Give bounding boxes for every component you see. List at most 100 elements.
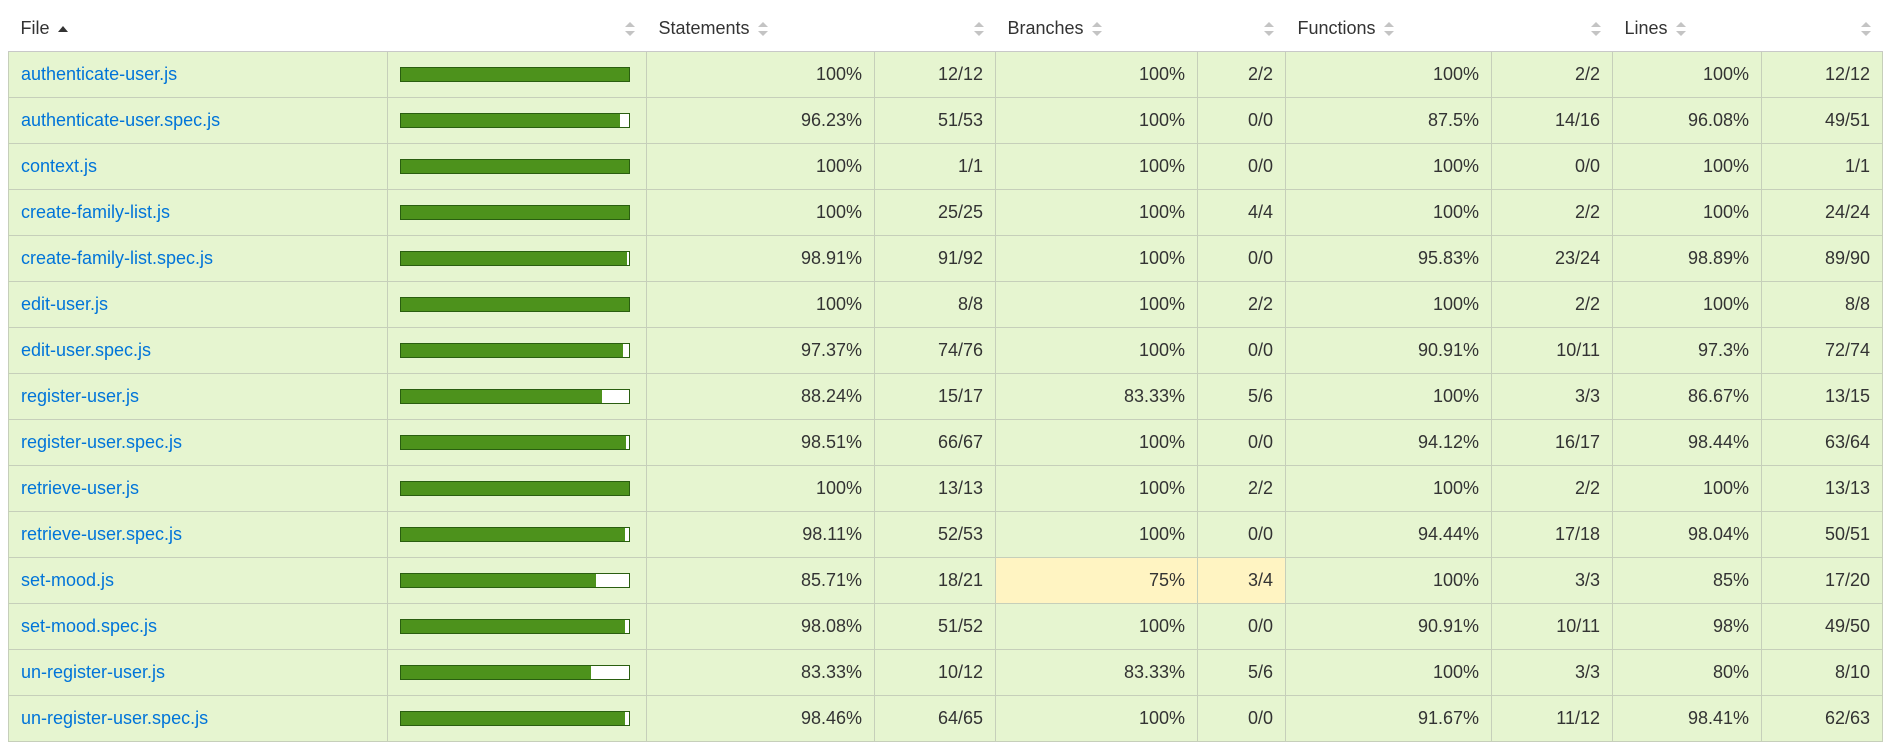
branches-pct: 83.33%: [995, 649, 1198, 696]
functions-pct: 90.91%: [1285, 603, 1492, 650]
file-header-label: File: [20, 18, 50, 38]
lines-count: 13/13: [1761, 465, 1883, 512]
lines-pct: 98.41%: [1612, 695, 1762, 742]
coverage-bar-fill: [401, 620, 625, 633]
statements-pct: 100%: [646, 51, 875, 98]
branches-pct: 100%: [995, 695, 1198, 742]
functions-pct: 94.44%: [1285, 511, 1492, 558]
functions-pct: 100%: [1285, 557, 1492, 604]
functions-pct: 100%: [1285, 189, 1492, 236]
statements-pct: 100%: [646, 465, 875, 512]
file-link[interactable]: register-user.js: [21, 386, 140, 406]
sort-icon[interactable]: [1590, 22, 1601, 36]
statements-pct: 88.24%: [646, 373, 875, 420]
coverage-bar: [400, 435, 630, 450]
lines-pct: 98.04%: [1612, 511, 1762, 558]
table-row: retrieve-user.js 100% 13/13 100% 2/2 100% 2/2 1…: [8, 465, 1883, 512]
table-row: un-register-user.js 83.33% 10/12 83.33% 5/6 1…: [8, 649, 1883, 696]
lines-count-column-header[interactable]: [1761, 6, 1883, 52]
file-link[interactable]: set-mood.spec.js: [21, 616, 158, 636]
table-row: create-family-list.spec.js 98.91% 91/92 100…: [8, 235, 1883, 282]
file-link[interactable]: retrieve-user.js: [21, 478, 140, 498]
functions-pct: 100%: [1285, 373, 1492, 420]
coverage-bar-column-header[interactable]: [387, 6, 647, 52]
functions-count: 2/2: [1491, 189, 1613, 236]
table-row: authenticate-user.js 100% 12/12 100% 2/2 100%…: [8, 51, 1883, 98]
statements-count-column-header[interactable]: [874, 6, 996, 52]
functions-count: 2/2: [1491, 465, 1613, 512]
lines-pct: 86.67%: [1612, 373, 1762, 420]
file-link[interactable]: set-mood.js: [21, 570, 115, 590]
file-cell: register-user.spec.js: [8, 419, 388, 466]
lines-pct: 96.08%: [1612, 97, 1762, 144]
sort-icon[interactable]: [624, 22, 635, 36]
lines-pct: 100%: [1612, 281, 1762, 328]
sort-icon[interactable]: [973, 22, 984, 36]
file-link[interactable]: context.js: [21, 156, 98, 176]
file-link[interactable]: authenticate-user.js: [21, 64, 178, 84]
coverage-bar: [400, 297, 630, 312]
functions-pct: 100%: [1285, 143, 1492, 190]
coverage-bar: [400, 67, 630, 82]
statements-pct: 98.11%: [646, 511, 875, 558]
coverage-bar-fill: [401, 114, 621, 127]
statements-pct: 98.08%: [646, 603, 875, 650]
sort-icon[interactable]: [1383, 22, 1394, 37]
branches-pct: 100%: [995, 327, 1198, 374]
branches-count: 0/0: [1197, 603, 1286, 650]
coverage-bar-fill: [401, 666, 591, 679]
table-body: authenticate-user.js 100% 12/12 100% 2/2 100%…: [8, 51, 1883, 742]
file-link[interactable]: un-register-user.spec.js: [21, 708, 209, 728]
statements-column-header[interactable]: Statements: [646, 6, 875, 52]
sort-icon[interactable]: [1263, 22, 1274, 36]
statements-pct: 100%: [646, 143, 875, 190]
coverage-bar: [400, 573, 630, 588]
sort-icon[interactable]: [1860, 22, 1871, 36]
coverage-bar: [400, 619, 630, 634]
file-link[interactable]: create-family-list.js: [21, 202, 171, 222]
coverage-bar: [400, 665, 630, 680]
sort-icon[interactable]: [1091, 22, 1102, 37]
branches-count-column-header[interactable]: [1197, 6, 1286, 52]
lines-pct: 80%: [1612, 649, 1762, 696]
functions-column-header[interactable]: Functions: [1285, 6, 1492, 52]
file-link[interactable]: edit-user.js: [21, 294, 109, 314]
functions-count: 2/2: [1491, 51, 1613, 98]
branches-count: 5/6: [1197, 373, 1286, 420]
sort-icon[interactable]: [1675, 22, 1686, 37]
functions-pct: 100%: [1285, 649, 1492, 696]
statements-count: 91/92: [874, 235, 996, 282]
statements-pct: 98.51%: [646, 419, 875, 466]
functions-pct: 95.83%: [1285, 235, 1492, 282]
coverage-bar: [400, 251, 630, 266]
functions-count: 0/0: [1491, 143, 1613, 190]
functions-count-column-header[interactable]: [1491, 6, 1613, 52]
branches-count: 0/0: [1197, 511, 1286, 558]
file-cell: authenticate-user.js: [8, 51, 388, 98]
branches-count: 0/0: [1197, 419, 1286, 466]
file-link[interactable]: edit-user.spec.js: [21, 340, 152, 360]
file-link[interactable]: authenticate-user.spec.js: [21, 110, 221, 130]
coverage-bar-cell: [387, 511, 647, 558]
coverage-bar-cell: [387, 281, 647, 328]
table-row: un-register-user.spec.js 98.46% 64/65 100% 0…: [8, 695, 1883, 742]
file-link[interactable]: un-register-user.js: [21, 662, 166, 682]
file-column-header[interactable]: File: [8, 6, 388, 52]
branches-column-header[interactable]: Branches: [995, 6, 1198, 52]
statements-pct: 97.37%: [646, 327, 875, 374]
statements-pct: 98.46%: [646, 695, 875, 742]
sort-icon[interactable]: [757, 22, 768, 37]
file-link[interactable]: retrieve-user.spec.js: [21, 524, 183, 544]
lines-column-header[interactable]: Lines: [1612, 6, 1762, 52]
lines-count: 8/10: [1761, 649, 1883, 696]
statements-count: 18/21: [874, 557, 996, 604]
file-link[interactable]: register-user.spec.js: [21, 432, 183, 452]
functions-count: 14/16: [1491, 97, 1613, 144]
sort-ascending-icon[interactable]: [57, 22, 68, 36]
lines-pct: 97.3%: [1612, 327, 1762, 374]
statements-count: 66/67: [874, 419, 996, 466]
statements-header-label: Statements: [658, 18, 750, 38]
lines-count: 1/1: [1761, 143, 1883, 190]
file-link[interactable]: create-family-list.spec.js: [21, 248, 214, 268]
branches-count: 0/0: [1197, 235, 1286, 282]
